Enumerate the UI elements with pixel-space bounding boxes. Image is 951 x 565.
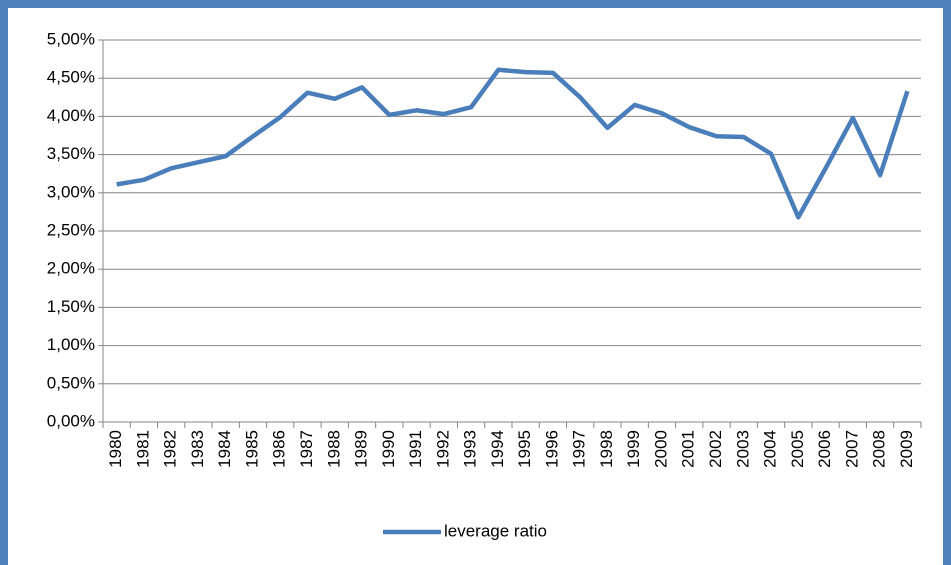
x-tick-label: 1984 [215,430,234,468]
x-tick-label: 1993 [461,430,480,468]
x-tick-label: 1986 [270,430,289,468]
y-tick-label: 5,00% [47,29,95,48]
x-tick-label: 1995 [515,430,534,468]
x-tick-label: 1991 [406,430,425,468]
y-tick-label: 4,50% [47,68,95,87]
x-tick-label: 1999 [624,430,643,468]
x-tick-label: 2002 [706,430,725,468]
x-tick-label: 2009 [897,430,916,468]
x-tick-label: 2005 [788,430,807,468]
x-tick-label: 1997 [570,430,589,468]
y-tick-label: 2,00% [47,259,95,278]
x-tick-label: 2000 [651,430,670,468]
y-tick-label: 1,00% [47,335,95,354]
x-tick-label: 2004 [761,430,780,468]
x-tick-label: 1982 [161,430,180,468]
x-tick-label: 1980 [106,430,125,468]
x-tick-label: 1987 [297,430,316,468]
x-tick-label: 1996 [542,430,561,468]
y-tick-label: 2,50% [47,220,95,239]
y-tick-label: 4,00% [47,106,95,125]
legend-label: leverage ratio [444,521,547,540]
x-tick-label: 1983 [188,430,207,468]
y-tick-label: 3,50% [47,144,95,163]
series-line [116,67,910,220]
x-tick-label: 1998 [597,430,616,468]
x-tick-label: 1994 [488,430,507,468]
y-tick-label: 0,50% [47,373,95,392]
y-tick-label: 1,50% [47,297,95,316]
x-tick-label: 1990 [379,430,398,468]
x-tick-label: 1985 [242,430,261,468]
x-tick-label: 1981 [133,430,152,468]
x-tick-label: 1989 [352,430,371,468]
x-tick-label: 1992 [433,430,452,468]
x-tick-label: 2008 [870,430,889,468]
x-tick-label: 2001 [679,430,698,468]
x-tick-label: 2007 [842,430,861,468]
x-tick-label: 2003 [733,430,752,468]
y-tick-label: 3,00% [47,182,95,201]
y-tick-label: 0,00% [47,411,95,430]
x-tick-label: 1988 [324,430,343,468]
x-tick-label: 2006 [815,430,834,468]
